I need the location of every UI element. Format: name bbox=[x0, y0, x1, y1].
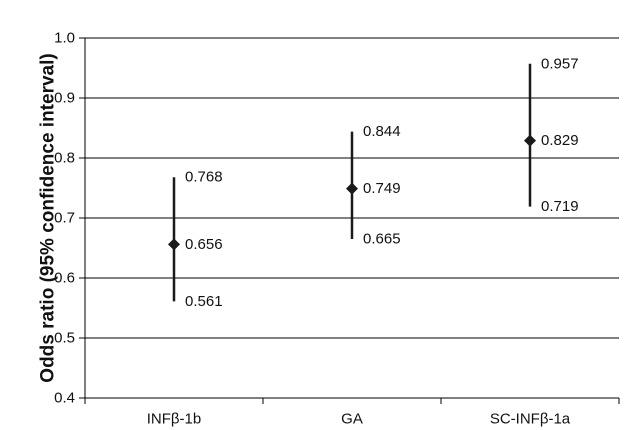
estimate-label: 0.656 bbox=[185, 236, 223, 253]
lower-ci-label: 0.719 bbox=[541, 198, 579, 215]
lower-ci-label: 0.665 bbox=[363, 231, 401, 248]
upper-ci-label: 0.957 bbox=[541, 55, 579, 72]
y-tick-label: 0.4 bbox=[54, 390, 75, 407]
lower-ci-label: 0.561 bbox=[185, 293, 223, 310]
data-marks bbox=[168, 63, 536, 302]
estimate-label: 0.829 bbox=[541, 132, 579, 149]
x-category-label: SC-INFβ-1a bbox=[490, 411, 571, 428]
estimate-marker bbox=[346, 182, 358, 195]
y-tick-labels: 0.4 0.5 0.6 0.7 0.8 0.9 1.0 bbox=[54, 30, 75, 407]
y-tick-label: 0.7 bbox=[54, 210, 75, 227]
estimate-marker bbox=[168, 238, 180, 251]
upper-ci-label: 0.844 bbox=[363, 123, 401, 140]
y-axis-title: Odds ratio (95% confidence interval) bbox=[38, 53, 59, 382]
y-tick-label: 0.8 bbox=[54, 150, 75, 167]
y-tick-label: 0.5 bbox=[54, 330, 75, 347]
y-tick-label: 0.6 bbox=[54, 270, 75, 287]
estimate-marker bbox=[524, 134, 536, 147]
axes bbox=[79, 37, 620, 404]
y-tick-label: 1.0 bbox=[54, 30, 75, 47]
x-category-label: INFβ-1b bbox=[147, 411, 201, 428]
data-labels: 0.768 0.656 0.561 0.844 0.749 0.665 0.957 0.829… bbox=[185, 55, 579, 310]
x-category-label: GA bbox=[341, 411, 363, 428]
y-tick-label: 0.9 bbox=[54, 90, 75, 107]
x-category-labels: INFβ-1b GA SC-INFβ-1a bbox=[147, 411, 571, 428]
estimate-label: 0.749 bbox=[363, 180, 401, 197]
upper-ci-label: 0.768 bbox=[185, 169, 223, 186]
